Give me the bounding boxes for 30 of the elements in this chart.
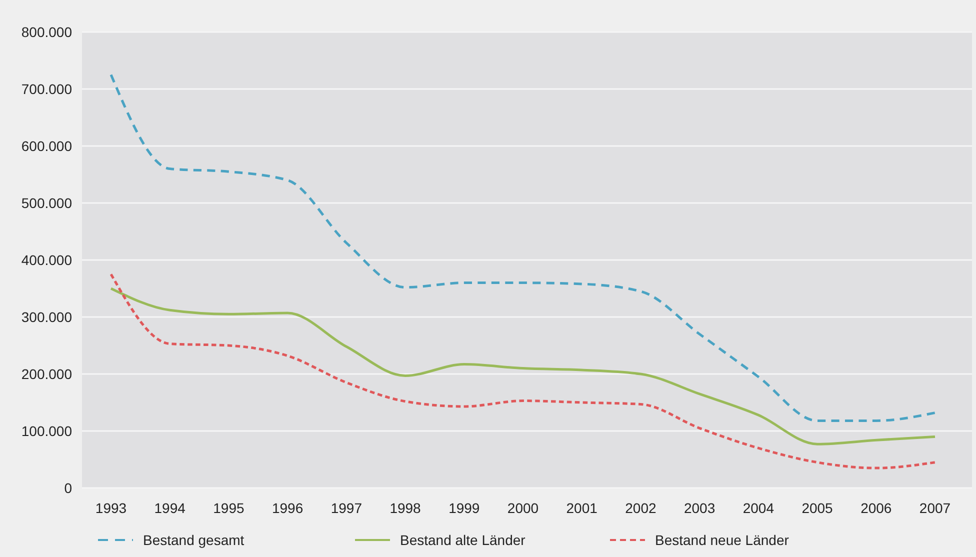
x-tick-label: 2000: [507, 500, 539, 516]
y-tick-label: 200.000: [21, 366, 72, 382]
y-tick-label: 400.000: [21, 252, 72, 268]
y-tick-label: 500.000: [21, 194, 72, 211]
y-tick-label: 0: [64, 480, 72, 496]
x-tick-label: 1993: [95, 500, 127, 516]
legend-label: Bestand gesamt: [143, 532, 244, 548]
x-tick-label: 1998: [390, 500, 422, 516]
x-tick-label: 2002: [625, 500, 656, 516]
legend-label: Bestand neue Länder: [655, 532, 790, 548]
x-tick-label: 2005: [802, 500, 834, 516]
x-tick-label: 1999: [448, 500, 480, 516]
y-tick-label: 600.000: [21, 138, 72, 154]
x-tick-label: 1996: [272, 500, 304, 516]
x-tick-label: 1995: [213, 500, 244, 516]
x-tick-label: 1997: [330, 500, 362, 516]
line-series: [110, 287, 936, 446]
x-tick-label: 2006: [860, 500, 892, 516]
x-tick-label: 2001: [566, 500, 598, 516]
y-tick-label: 300.000: [21, 308, 72, 325]
line-series: [110, 273, 936, 470]
x-tick-label: 1994: [154, 500, 186, 516]
line-series: [110, 74, 936, 422]
y-tick-label: 100.000: [21, 422, 72, 439]
y-tick-label: 800.000: [21, 24, 72, 40]
y-tick-label: 700.000: [21, 80, 72, 97]
x-tick-label: 2004: [742, 500, 774, 516]
x-tick-label: 2003: [684, 500, 716, 516]
legend-label: Bestand alte Länder: [400, 532, 526, 548]
x-tick-label: 2007: [919, 500, 951, 516]
